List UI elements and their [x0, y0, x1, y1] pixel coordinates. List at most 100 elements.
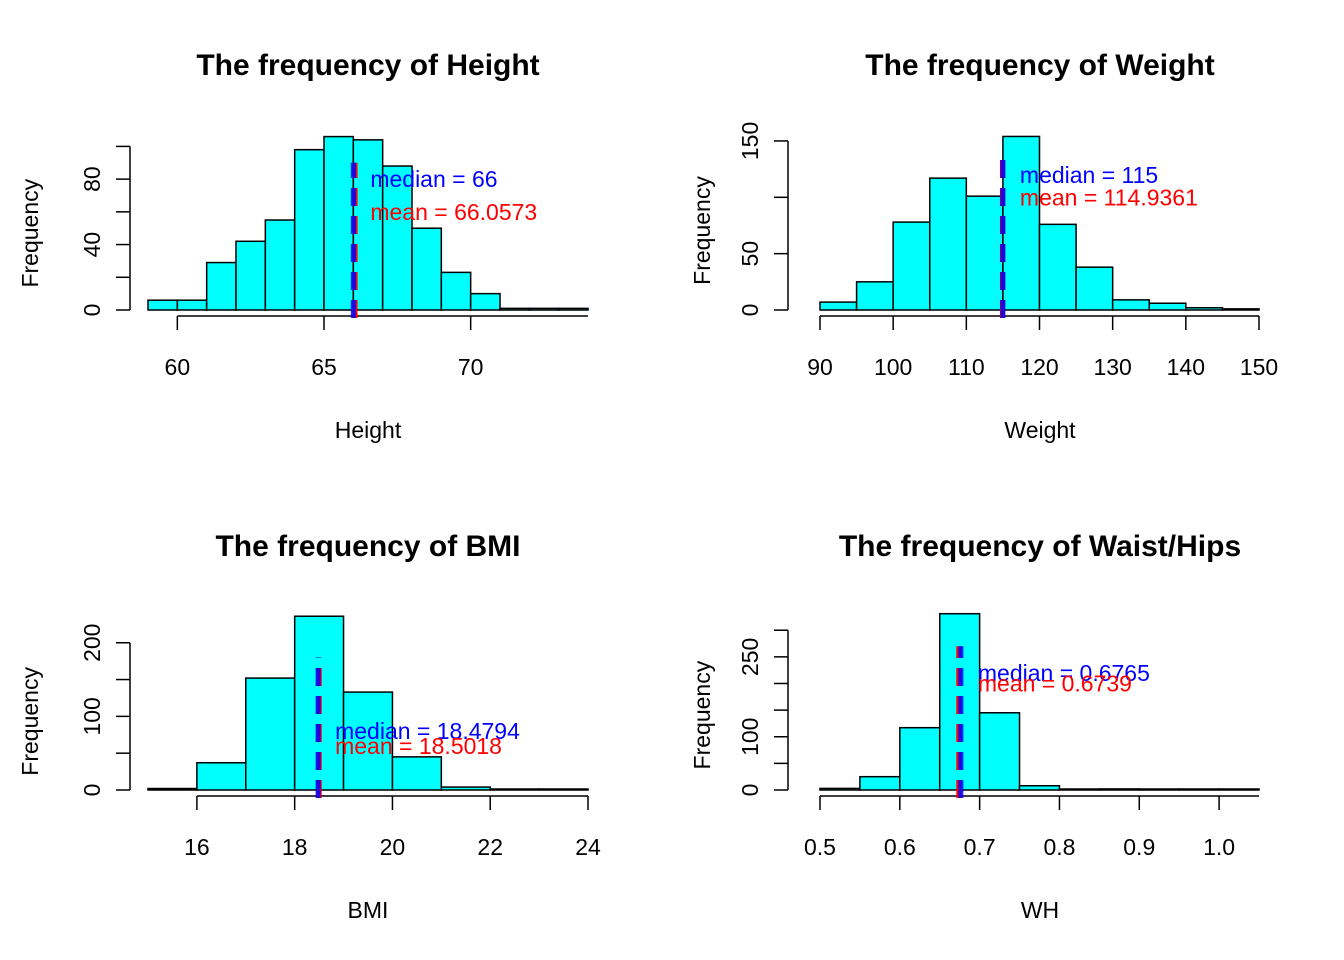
x-tick-label: 0.8 — [1043, 834, 1075, 860]
histogram-bar — [245, 677, 296, 791]
mean-annotation: mean = 114.9361 — [1020, 184, 1198, 210]
x-tick-label: 90 — [807, 354, 833, 380]
y-tick-label: 150 — [737, 122, 763, 160]
x-axis-label: BMI — [348, 897, 389, 923]
median-annotation: median = 18.4794 — [335, 718, 520, 744]
x-axis-label: WH — [1021, 897, 1059, 923]
x-tick-label: 120 — [1020, 354, 1058, 380]
x-tick-label: 20 — [380, 834, 406, 860]
histogram-bar — [819, 301, 858, 311]
y-tick-label: 80 — [79, 166, 105, 192]
histogram-bar — [1098, 788, 1141, 791]
x-tick-label: 150 — [1240, 354, 1278, 380]
x-tick-label: 22 — [477, 834, 503, 860]
chart-title: The frequency of Waist/Hips — [839, 530, 1241, 563]
histogram-bar — [440, 271, 472, 311]
histogram-bar — [147, 299, 179, 311]
histogram-bar — [323, 135, 355, 311]
histogram-bar — [147, 787, 198, 791]
histogram-bar — [819, 787, 861, 791]
histogram-bar — [1178, 788, 1220, 791]
histogram-bar — [499, 307, 531, 311]
histogram-bar — [440, 786, 491, 791]
median-annotation: median = 66 — [370, 166, 497, 192]
histogram-bar — [1002, 135, 1041, 311]
x-tick-label: 65 — [311, 354, 337, 380]
y-tick-label: 250 — [737, 638, 763, 676]
chart-title: The frequency of BMI — [215, 530, 520, 563]
y-tick-label: 0 — [737, 304, 763, 317]
x-tick-label: 70 — [458, 354, 484, 380]
histogram-bar — [1018, 784, 1061, 791]
histogram-bar — [235, 240, 267, 311]
histogram-bar — [176, 299, 208, 311]
x-tick-label: 60 — [165, 354, 191, 380]
histogram-bar — [1148, 302, 1187, 311]
histogram-panel-2: The frequency of Weight 0 50 150 Frequency 90… — [689, 49, 1278, 443]
chart-title: The frequency of Weight — [865, 49, 1214, 82]
histogram-bar — [1138, 788, 1180, 791]
chart-title: The frequency of Height — [196, 49, 539, 82]
histogram-bar — [1038, 223, 1077, 311]
y-axis-label: Frequency — [17, 178, 43, 287]
histogram-bar — [293, 148, 325, 311]
y-tick-label: 50 — [737, 241, 763, 267]
x-tick-label: 130 — [1093, 354, 1131, 380]
histogram-bar — [411, 227, 443, 311]
histogram-bar — [528, 307, 560, 311]
histogram-bar — [1221, 308, 1260, 311]
histogram-bar — [978, 712, 1021, 791]
histogram-bar — [264, 219, 296, 311]
x-tick-label: 0.9 — [1123, 834, 1155, 860]
histogram-bar — [859, 775, 901, 791]
y-tick-label: 100 — [737, 718, 763, 756]
mean-annotation: mean = 66.0573 — [370, 199, 537, 225]
y-tick-label: 100 — [79, 697, 105, 735]
mean-annotation: mean = 0.6739 — [978, 670, 1132, 696]
histogram-bar — [196, 762, 247, 791]
histogram-bar — [342, 691, 394, 791]
y-tick-label: 0 — [737, 784, 763, 797]
y-axis-label: Frequency — [17, 667, 43, 776]
x-tick-label: 0.5 — [804, 834, 836, 860]
x-tick-label: 1.0 — [1203, 834, 1235, 860]
histogram-panel-3: The frequency of BMI 0 100 200 Frequency 16 18… — [17, 530, 601, 923]
x-tick-label: 140 — [1167, 354, 1205, 380]
x-tick-label: 100 — [874, 354, 912, 380]
x-axis-label: Weight — [1004, 417, 1076, 443]
histogram-bar — [1058, 788, 1101, 791]
y-tick-label: 0 — [79, 784, 105, 797]
histogram-bar — [469, 292, 501, 311]
x-tick-label: 16 — [184, 834, 210, 860]
x-tick-label: 0.7 — [964, 834, 996, 860]
histogram-bar — [929, 177, 968, 311]
histogram-panel-4: The frequency of Waist/Hips 0 100 250 Freque… — [689, 530, 1260, 923]
histogram-bar — [381, 165, 413, 311]
histogram-bar — [205, 261, 237, 311]
x-tick-label: 110 — [948, 354, 985, 380]
histogram-bar — [1075, 266, 1114, 311]
y-axis-label: Frequency — [689, 660, 715, 769]
x-tick-label: 24 — [575, 834, 601, 860]
histogram-bar — [965, 195, 1004, 311]
histogram-bar — [1185, 306, 1224, 311]
x-tick-label: 0.6 — [884, 834, 916, 860]
histogram-bar — [538, 788, 589, 791]
x-axis-label: Height — [335, 417, 402, 443]
histogram-panel-1: The frequency of Height 0 40 80 Frequency 60 6… — [17, 49, 589, 443]
histogram-bar — [1111, 299, 1150, 311]
x-tick-label: 18 — [282, 834, 308, 860]
histogram-bar — [899, 726, 941, 791]
median-annotation: median = 115 — [1020, 162, 1158, 188]
y-tick-label: 40 — [79, 232, 105, 258]
histogram-bar — [892, 221, 931, 311]
median-annotation: median = 0.6765 — [978, 660, 1150, 686]
y-tick-label: 0 — [79, 304, 105, 317]
y-axis-label: Frequency — [689, 176, 715, 285]
histogram-bar — [1218, 788, 1260, 791]
mean-annotation: mean = 18.5018 — [335, 733, 502, 759]
histogram-bar — [855, 281, 894, 311]
y-tick-label: 200 — [79, 624, 105, 662]
